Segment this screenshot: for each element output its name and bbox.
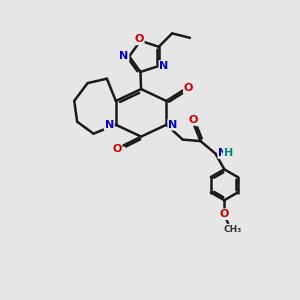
Text: CH₃: CH₃ bbox=[224, 225, 242, 234]
Text: O: O bbox=[112, 143, 122, 154]
Text: N: N bbox=[160, 61, 169, 71]
Text: O: O bbox=[220, 209, 229, 219]
Text: N: N bbox=[119, 51, 128, 62]
Text: N: N bbox=[105, 120, 114, 130]
Text: O: O bbox=[188, 115, 198, 125]
Text: O: O bbox=[184, 82, 193, 93]
Text: N: N bbox=[168, 120, 178, 130]
Text: H: H bbox=[224, 148, 233, 158]
Text: O: O bbox=[134, 34, 144, 44]
Text: N: N bbox=[218, 148, 228, 158]
